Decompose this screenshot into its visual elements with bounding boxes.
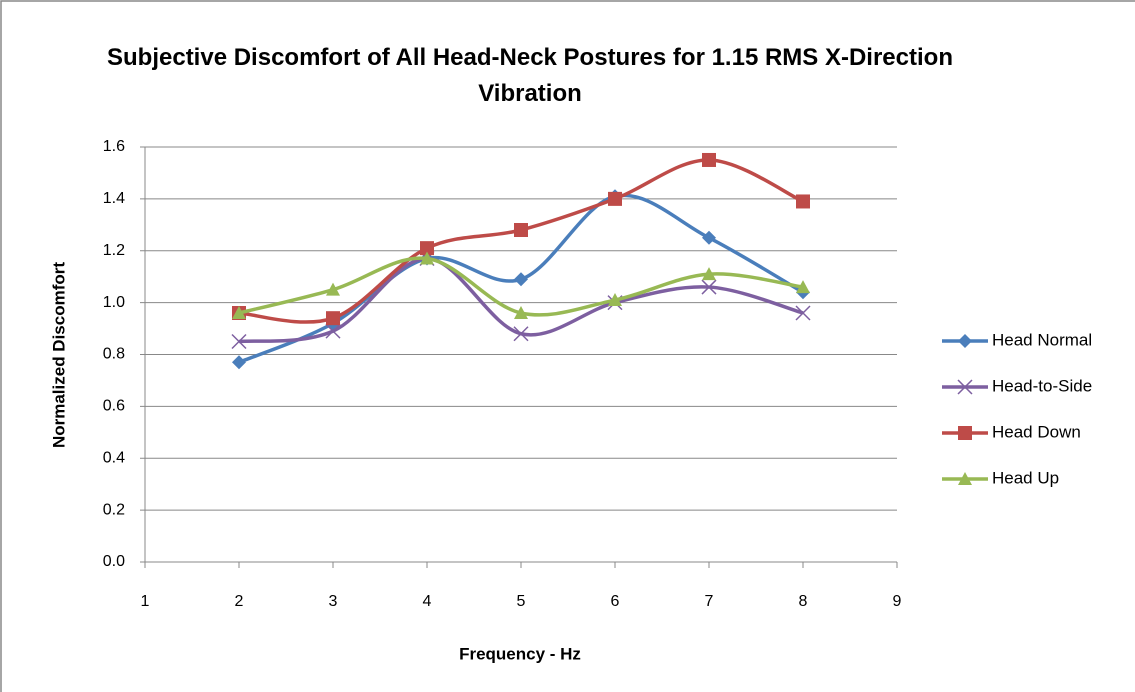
marker [231,334,247,350]
legend-label: Head Normal [992,330,1092,349]
x-tick-label: 5 [517,593,526,610]
x-tick-label: 9 [893,593,902,610]
marker [702,230,716,245]
marker [420,251,434,265]
y-tick-label: 0.6 [103,398,125,415]
y-axis-label: Normalized Discomfort [49,262,68,448]
y-tick-label: 1.4 [103,190,125,207]
marker [701,279,717,295]
x-tick-label: 8 [799,593,808,610]
marker [514,306,528,319]
y-tick-label: 0.8 [103,346,125,363]
marker [702,267,716,281]
x-tick-label: 6 [611,593,620,610]
marker [608,191,622,206]
marker [702,152,716,167]
legend-label: Head Down [992,422,1081,441]
legend-marker [957,379,973,395]
y-tick-label: 1.2 [103,242,125,259]
x-axis-label: Frequency - Hz [459,644,581,663]
marker [232,355,246,370]
marker [608,293,622,307]
marker [514,223,528,237]
y-tick-label: 0.0 [103,553,125,570]
x-tick-label: 2 [235,593,244,610]
y-tick-label: 1.6 [103,138,125,155]
marker [513,326,529,342]
legend-marker [958,334,972,348]
y-tick-label: 0.4 [103,449,125,466]
legend-label: Head Up [992,468,1059,487]
marker [325,323,341,339]
x-tick-label: 3 [329,593,338,610]
marker [420,241,434,256]
marker [796,194,810,209]
y-tick-label: 1.0 [103,294,125,311]
legend-marker [958,472,972,485]
chart-title: Subjective Discomfort of All Head-Neck P… [107,44,953,107]
marker [326,282,340,296]
marker [796,280,810,294]
y-tick-label: 0.2 [103,501,125,518]
x-tick-label: 4 [423,593,432,610]
x-tick-label: 7 [705,593,714,610]
marker [326,311,340,326]
x-tick-label: 1 [141,593,150,610]
legend-label: Head-to-Side [992,376,1092,395]
marker [514,272,528,287]
marker [795,305,811,321]
marker [232,306,246,319]
legend-marker [958,426,972,440]
